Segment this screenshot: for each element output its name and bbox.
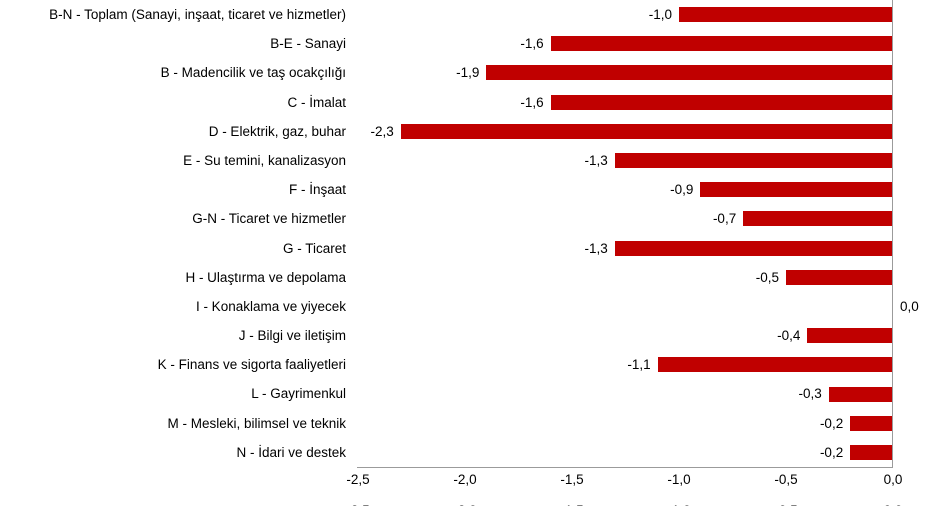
bar [614,153,893,169]
x-tick-label: -2,0 [453,472,477,487]
bar-row: B - Madencilik ve taş ocakçılığı -1,9 [0,58,930,87]
bar [743,211,893,227]
cropped-tick-label: 0,0 [884,503,903,506]
cropped-tick-label: -2,5 [346,503,369,506]
bar-row: M - Mesleki, bilimsel ve teknik -0,2 [0,409,930,438]
value-label: -1,1 [627,357,651,373]
value-label: -1,0 [648,7,672,22]
value-label: -2,3 [370,123,394,139]
bar-row: L - Gayrimenkul -0,3 [0,379,930,408]
value-label: -1,3 [584,240,608,256]
category-label: D - Elektrik, gaz, buhar [208,123,346,139]
category-label: G-N - Ticaret ve hizmetler [192,211,346,227]
bar [657,357,893,373]
category-label: I - Konaklama ve yiyecek [195,298,346,314]
bar-row: H - Ulaştırma ve depolama -0,5 [0,263,930,292]
bar-row: C - İmalat -1,6 [0,88,930,117]
category-label: L - Gayrimenkul [251,386,346,402]
x-tick-label: -2,5 [346,472,370,487]
x-tick-label: 0,0 [883,472,903,487]
cropped-tick-label: -2,0 [453,503,476,506]
value-label: -1,9 [456,65,480,81]
bar [614,240,893,256]
category-label: E - Su temini, kanalizasyon [183,152,346,168]
value-label: -1,6 [520,94,544,110]
x-axis-line [357,467,893,468]
bar-row: B-E - Sanayi -1,6 [0,29,930,58]
value-label: -0,9 [670,182,694,198]
x-tick-label: -1,5 [560,472,584,487]
bar [400,123,893,139]
bar [679,7,893,23]
cropped-tick-label: -1,0 [667,503,690,506]
category-label: J - Bilgi ve iletişim [238,328,346,344]
value-label: -0,4 [777,328,801,344]
bar [807,328,893,344]
bar-row: F - İnşaat -0,9 [0,175,930,204]
bar [700,182,893,198]
zero-axis-line [892,0,893,468]
category-label: B-N - Toplam (Sanayi, inşaat, ticaret ve… [49,7,346,22]
value-label: -0,7 [712,211,737,227]
value-label: -1,3 [584,152,608,168]
category-label: C - İmalat [287,94,346,110]
category-label: H - Ulaştırma ve depolama [185,269,346,285]
x-tick-label: -0,5 [774,472,798,487]
bar [786,269,893,285]
category-label: G - Ticaret [282,240,346,256]
bar-row: J - Bilgi ve iletişim -0,4 [0,321,930,350]
category-label: N - İdari ve destek [236,444,346,460]
category-label: B - Madencilik ve taş ocakçılığı [160,65,346,81]
bar-row: G-N - Ticaret ve hizmetler -0,7 [0,204,930,233]
bar [828,386,893,402]
bar-row: N - İdari ve destek -0,2 [0,438,930,467]
value-label: -1,6 [520,36,544,52]
bar [850,444,893,460]
cropped-tick-label: -1,5 [560,503,583,506]
bar-row: E - Su temini, kanalizasyon -1,3 [0,146,930,175]
bar-row: I - Konaklama ve yiyecek 0,0 [0,292,930,321]
bar [550,36,893,52]
value-label: -0,2 [819,444,844,460]
category-label: K - Finans ve sigorta faaliyetleri [157,357,346,373]
category-label: B-E - Sanayi [270,36,346,52]
value-label: -0,2 [819,415,844,431]
bar-row: K - Finans ve sigorta faaliyetleri -1,1 [0,350,930,379]
value-label: -0,3 [798,386,822,402]
value-label: 0,0 [900,298,919,314]
bar [486,65,893,81]
bar [550,94,893,110]
category-label: F - İnşaat [288,182,346,198]
category-label: M - Mesleki, bilimsel ve teknik [167,415,346,431]
bar-row: G - Ticaret -1,3 [0,234,930,263]
bar [850,415,893,431]
value-label: -0,5 [755,269,779,285]
bar-row: B-N - Toplam (Sanayi, inşaat, ticaret ve… [0,0,930,29]
x-tick-label: -1,0 [667,472,691,487]
cropped-tick-label: -0,5 [774,503,797,506]
bar-row: D - Elektrik, gaz, buhar -2,3 [0,117,930,146]
